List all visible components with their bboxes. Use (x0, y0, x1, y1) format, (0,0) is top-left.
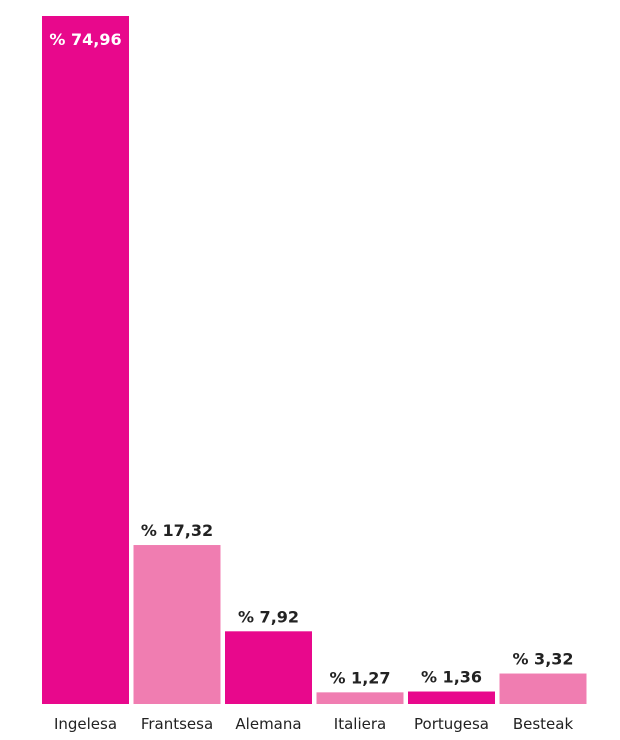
bars-group (42, 16, 587, 704)
value-label-ingelesa: % 74,96 (49, 30, 121, 49)
bar-italiera (316, 692, 404, 704)
value-label-besteak: % 3,32 (512, 650, 573, 669)
bar-portugesa (408, 691, 495, 704)
category-labels-group: Ingelesa Frantsesa Alemana Italiera Portuges… (54, 715, 574, 733)
value-label-italiera: % 1,27 (329, 668, 390, 687)
value-labels-group: % 74,96 % 17,32 % 7,92 % 1,27 % 1,36 % 3,32 (49, 30, 573, 687)
value-label-portugesa: % 1,36 (421, 668, 482, 687)
category-label-italiera: Italiera (334, 715, 386, 733)
bar-besteak (499, 673, 587, 704)
category-label-besteak: Besteak (513, 715, 574, 733)
bar-frantsesa (133, 545, 221, 704)
value-label-frantsesa: % 17,32 (141, 521, 213, 540)
category-label-alemana: Alemana (235, 715, 301, 733)
category-label-portugesa: Portugesa (414, 715, 489, 733)
category-label-ingelesa: Ingelesa (54, 715, 117, 733)
value-label-alemana: % 7,92 (238, 607, 299, 626)
bar-alemana (225, 631, 312, 704)
bar-ingelesa (42, 16, 129, 704)
category-label-frantsesa: Frantsesa (141, 715, 213, 733)
